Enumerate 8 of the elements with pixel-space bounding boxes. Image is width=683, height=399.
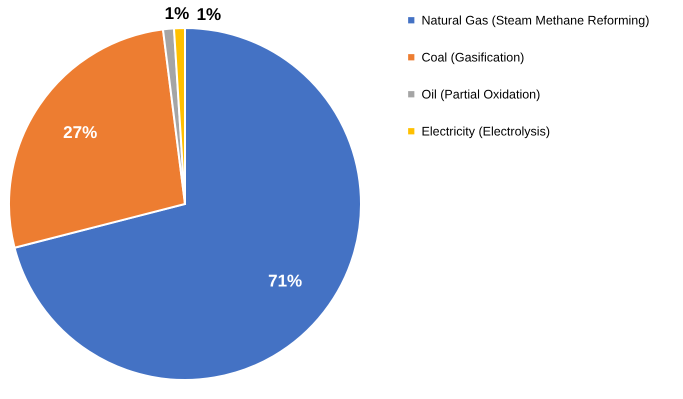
data-label: 1% [196,4,222,24]
legend-label: Coal (Gasification) [422,50,524,64]
legend-label: Electricity (Electrolysis) [422,124,550,138]
data-label: 27% [63,122,98,142]
data-label: 1% [164,4,190,24]
legend-label: Natural Gas (Steam Methane Reforming) [422,13,650,28]
data-label: 71% [268,272,302,291]
legend-label: Oil (Partial Oxidation) [422,87,540,102]
